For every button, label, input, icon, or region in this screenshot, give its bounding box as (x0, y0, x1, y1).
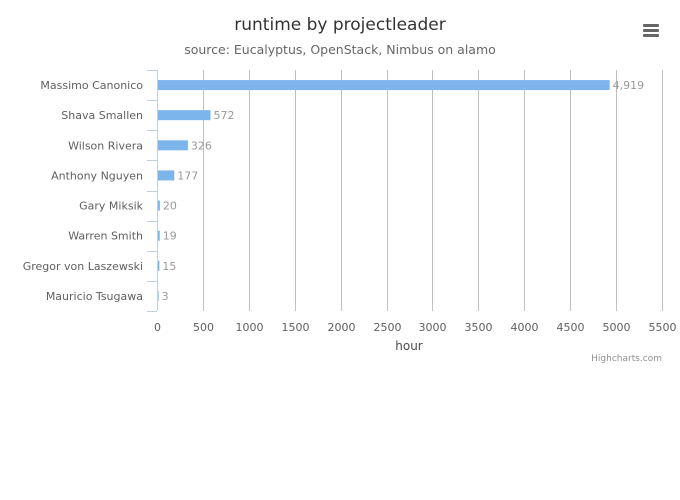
credits-link[interactable]: Highcharts.com (591, 354, 662, 364)
data-label: 19 (163, 230, 177, 243)
category-label: Anthony Nguyen (51, 169, 143, 182)
category-label: Wilson Rivera (68, 139, 143, 152)
menu-icon-bar (643, 24, 659, 27)
data-label: 15 (162, 260, 176, 273)
category-axis: Massimo Canonico Shava Smallen Wilson Rive… (23, 70, 158, 312)
value-axis-tick-label: 4000 (511, 321, 539, 334)
bar-series (158, 80, 610, 301)
category-label: Mauricio Tsugawa (46, 290, 143, 303)
value-axis-tick-label: 500 (193, 321, 214, 334)
category-label: Warren Smith (68, 230, 143, 243)
data-label: 177 (177, 169, 198, 182)
bar (158, 110, 211, 121)
value-axis-tick-label: 1500 (282, 321, 310, 334)
grid-lines (203, 70, 663, 311)
category-label: Gregor von Laszewski (23, 260, 143, 273)
value-axis-tick-label: 2000 (328, 321, 356, 334)
chart-title: runtime by projectleader (234, 15, 446, 35)
category-label: Massimo Canonico (40, 79, 143, 92)
data-label: 20 (163, 200, 177, 213)
menu-icon-bar (643, 34, 659, 37)
bar (158, 260, 160, 271)
chart-subtitle: source: Eucalyptus, OpenStack, Nimbus on… (184, 42, 496, 57)
menu-icon-bar (643, 29, 659, 32)
bar (158, 200, 160, 211)
data-labels: 4,919 572 326 177 20 19 15 3 (162, 79, 645, 303)
bar (158, 140, 188, 151)
value-axis-title: hour (395, 339, 423, 353)
value-axis-tick-label: 3500 (465, 321, 493, 334)
category-label: Gary Miksik (79, 200, 143, 213)
value-axis-tick-label: 5500 (649, 321, 677, 334)
value-axis-tick-label: 0 (154, 321, 161, 334)
data-label: 4,919 (613, 79, 645, 92)
bar (158, 230, 160, 241)
value-axis-tick-label: 4500 (557, 321, 585, 334)
hamburger-menu-icon[interactable] (636, 18, 666, 44)
value-axis-tick-label: 3000 (419, 321, 447, 334)
value-axis-tick-label: 1000 (236, 321, 264, 334)
category-label: Shava Smallen (61, 109, 143, 122)
value-axis-tick-label: 2500 (374, 321, 402, 334)
value-axis-ticks: 0 500 1000 1500 2000 2500 3000 3500 4000 4500 5000… (154, 321, 677, 334)
bar (158, 170, 175, 181)
bar (158, 290, 159, 301)
data-label: 3 (162, 290, 169, 303)
data-label: 572 (214, 109, 235, 122)
value-axis-tick-label: 5000 (603, 321, 631, 334)
data-label: 326 (191, 139, 212, 152)
bar (158, 80, 610, 91)
